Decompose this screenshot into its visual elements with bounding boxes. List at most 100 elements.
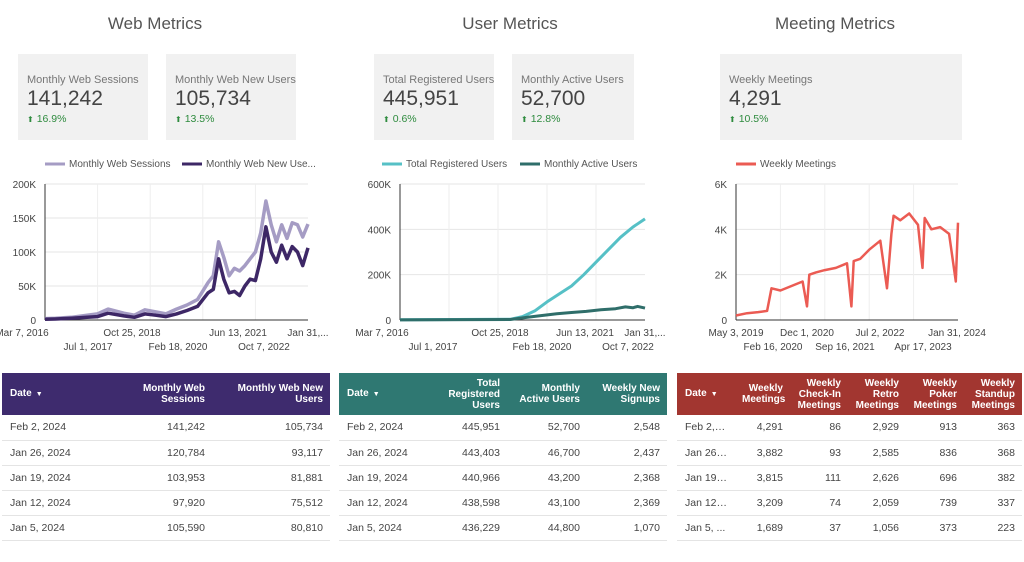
column-header[interactable]: Monthly Web New Users xyxy=(237,383,323,405)
x-tick-label: Oct 7, 2022 xyxy=(238,342,290,353)
value-cell: 373 xyxy=(906,515,964,541)
meeting-metrics-table: Date ▼ Weekly Meetings Weekly Check-In Meet… xyxy=(677,373,1022,541)
x-tick-label: Oct 7, 2022 xyxy=(602,342,654,353)
value-cell: 120,784 xyxy=(102,440,212,466)
value-cell: 111 xyxy=(790,465,848,491)
web-metrics-title: Web Metrics xyxy=(107,14,203,33)
date-column-header[interactable]: Date ▼ xyxy=(10,388,43,399)
series-line xyxy=(399,217,646,322)
table-row[interactable]: Jan 12, 2024 97,920 75,512 xyxy=(2,490,330,516)
sort-desc-icon[interactable]: ▼ xyxy=(35,391,43,398)
x-tick-label: Jul 2, 2022 xyxy=(856,328,905,339)
value-cell: 368 xyxy=(964,440,1022,466)
date-column-header[interactable]: Date ▼ xyxy=(347,388,380,399)
x-tick-label: Jun 13, 2021 xyxy=(209,328,267,339)
scorecard-delta: ⬆ 0.6% xyxy=(383,113,417,125)
y-tick-label: 2K xyxy=(715,271,728,282)
value-cell: 97,920 xyxy=(102,490,212,516)
column-header[interactable]: Weekly Standup Meetings xyxy=(971,377,1015,411)
value-cell: 363 xyxy=(964,415,1022,441)
table-row[interactable]: Jan 5, 2024 436,229 44,800 1,070 xyxy=(339,515,667,541)
value-cell: 86 xyxy=(790,415,848,441)
date-cell: Jan 19, 2024 xyxy=(2,465,102,491)
value-cell: 1,070 xyxy=(587,515,667,541)
date-cell: Feb 2, 2... xyxy=(677,415,735,441)
value-cell: 696 xyxy=(906,465,964,491)
value-cell: 74 xyxy=(790,490,848,516)
y-tick-label: 400K xyxy=(368,225,392,236)
x-tick-label: Mar 7, 2016 xyxy=(355,328,409,339)
table-row[interactable]: Jan 19, 2024 103,953 81,881 xyxy=(2,465,330,491)
sort-desc-icon[interactable]: ▼ xyxy=(710,391,718,398)
scorecard-active-users[interactable]: Monthly Active Users 52,700 ⬆ 12.8% xyxy=(512,54,634,140)
series-line xyxy=(44,199,310,321)
date-cell: Jan 26, 2024 xyxy=(2,440,102,466)
table-row[interactable]: Jan 12,... 3,209 74 2,059 739 337 xyxy=(677,490,1022,516)
scorecard-delta: ⬆ 13.5% xyxy=(175,113,215,125)
x-tick-label: Mar 7, 2016 xyxy=(0,328,49,339)
date-cell: Jan 12,... xyxy=(677,490,735,516)
value-cell: 105,590 xyxy=(102,515,212,541)
x-tick-label: Jan 31, 2024 xyxy=(928,328,986,339)
table-row[interactable]: Jan 19, 2024 440,966 43,200 2,368 xyxy=(339,465,667,491)
table-row[interactable]: Feb 2, 2024 141,242 105,734 xyxy=(2,415,330,441)
y-tick-label: 100K xyxy=(13,248,37,259)
column-header[interactable]: Monthly Web Sessions xyxy=(142,383,205,405)
arrow-up-icon: ⬆ xyxy=(175,115,182,124)
table-row[interactable]: Feb 2, 2... 4,291 86 2,929 913 363 xyxy=(677,415,1022,441)
scorecard-value: 4,291 xyxy=(729,87,782,110)
x-tick-label: May 3, 2019 xyxy=(708,328,763,339)
scorecard-weekly-meetings[interactable]: Weekly Meetings 4,291 ⬆ 10.5% xyxy=(720,54,962,140)
date-column-header[interactable]: Date ▼ xyxy=(685,388,718,399)
value-cell: 2,585 xyxy=(848,440,906,466)
date-cell: Jan 5, ... xyxy=(677,515,735,541)
value-cell: 2,929 xyxy=(848,415,906,441)
table-row[interactable]: Feb 2, 2024 445,951 52,700 2,548 xyxy=(339,415,667,441)
table-row[interactable]: Jan 19,... 3,815 111 2,626 696 382 xyxy=(677,465,1022,491)
user-metrics-title: User Metrics xyxy=(462,14,558,33)
x-tick-label: Apr 17, 2023 xyxy=(894,342,952,353)
column-header[interactable]: Monthly Active Users xyxy=(519,383,580,405)
column-header[interactable]: Total Registered Users xyxy=(448,377,500,411)
table-row[interactable]: Jan 26,... 3,882 93 2,585 836 368 xyxy=(677,440,1022,466)
column-header[interactable]: Weekly Retro Meetings xyxy=(855,377,899,411)
value-cell: 2,626 xyxy=(848,465,906,491)
scorecard-web-new-users[interactable]: Monthly Web New Users 105,734 ⬆ 13.5% xyxy=(166,54,296,140)
x-tick-label: Dec 1, 2020 xyxy=(780,328,834,339)
y-tick-label: 50K xyxy=(18,282,36,293)
sort-desc-icon[interactable]: ▼ xyxy=(372,391,380,398)
x-tick-label: Jul 1, 2017 xyxy=(64,342,113,353)
scorecard-label: Weekly Meetings xyxy=(729,74,813,86)
table-row[interactable]: Jan 26, 2024 443,403 46,700 2,437 xyxy=(339,440,667,466)
meeting-metrics-chart[interactable]: Weekly Meetings 0 2K 4K 6K May 3, 2019 Dec 1, … xyxy=(680,150,1010,360)
x-tick-label: Feb 18, 2020 xyxy=(513,342,572,353)
value-cell: 37 xyxy=(790,515,848,541)
date-cell: Jan 19, 2024 xyxy=(339,465,437,491)
column-header[interactable]: Weekly New Signups xyxy=(602,383,660,405)
table-row[interactable]: Jan 5, ... 1,689 37 1,056 373 223 xyxy=(677,515,1022,541)
scorecard-delta: ⬆ 16.9% xyxy=(27,113,67,125)
y-tick-label: 200K xyxy=(368,271,392,282)
scorecard-delta: ⬆ 12.8% xyxy=(521,113,561,125)
value-cell: 223 xyxy=(964,515,1022,541)
scorecard-value: 105,734 xyxy=(175,87,251,110)
web-metrics-chart[interactable]: Monthly Web Sessions Monthly Web New Use.… xyxy=(0,150,330,360)
column-header[interactable]: Weekly Meetings xyxy=(742,383,786,405)
table-row[interactable]: Jan 26, 2024 120,784 93,117 xyxy=(2,440,330,466)
table-row[interactable]: Jan 5, 2024 105,590 80,810 xyxy=(2,515,330,541)
y-tick-label: 150K xyxy=(13,214,37,225)
column-header[interactable]: Weekly Poker Meetings xyxy=(913,377,957,411)
legend-label: Monthly Web Sessions xyxy=(69,159,171,170)
column-header[interactable]: Weekly Check-In Meetings xyxy=(797,377,841,411)
value-cell: 44,800 xyxy=(507,515,587,541)
value-cell: 438,598 xyxy=(437,490,507,516)
user-metrics-chart[interactable]: Total Registered Users Monthly Active Use… xyxy=(340,150,670,360)
value-cell: 739 xyxy=(906,490,964,516)
scorecard-registered-users[interactable]: Total Registered Users 445,951 ⬆ 0.6% xyxy=(374,54,494,140)
scorecard-web-sessions[interactable]: Monthly Web Sessions 141,242 ⬆ 16.9% xyxy=(18,54,148,140)
value-cell: 75,512 xyxy=(212,490,330,516)
table-row[interactable]: Jan 12, 2024 438,598 43,100 2,369 xyxy=(339,490,667,516)
x-tick-label: Jan 31,... xyxy=(287,328,328,339)
value-cell: 836 xyxy=(906,440,964,466)
x-tick-label: Jan 31,... xyxy=(624,328,665,339)
